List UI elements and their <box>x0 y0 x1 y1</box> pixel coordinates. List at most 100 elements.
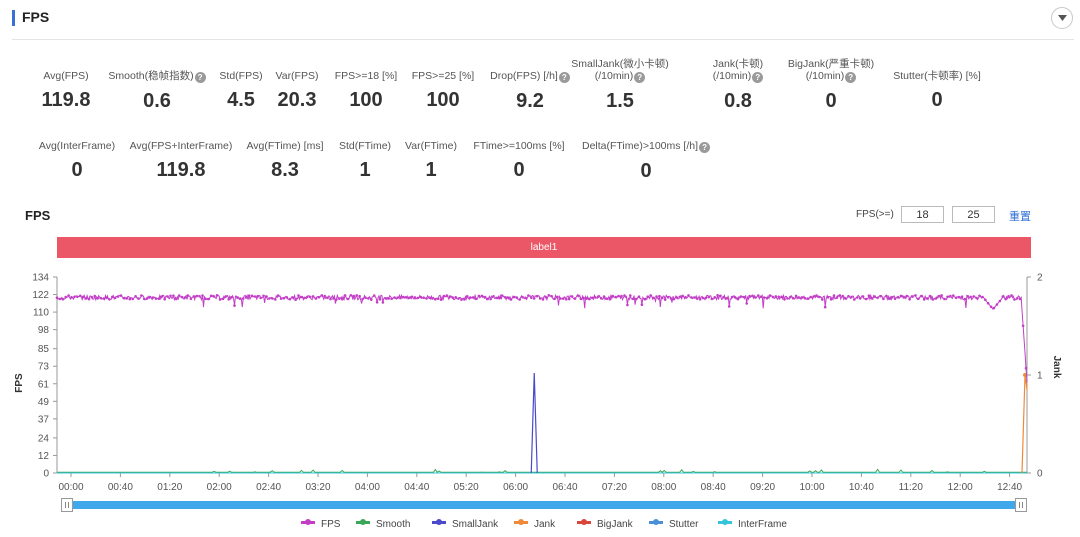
legend-item-jank[interactable]: Jank <box>514 519 555 530</box>
label-band[interactable]: label1 <box>57 237 1031 258</box>
legend-swatch-icon <box>301 519 315 525</box>
series-fps-point <box>620 294 623 298</box>
series-fps-point <box>454 296 458 299</box>
stat-label: Drop(FPS) [/h]? <box>460 70 600 83</box>
series-fps-point <box>134 295 137 298</box>
series-fps-point <box>535 294 539 298</box>
stat-value: 8.3 <box>271 159 299 181</box>
series-fps-point <box>308 295 312 299</box>
series-fps-point <box>265 295 268 298</box>
series-fps-point <box>885 294 888 298</box>
series-fps-point <box>285 296 289 299</box>
y-left-tick-label: 85 <box>38 344 50 355</box>
series-fps-point <box>387 297 391 300</box>
series-fps-point <box>489 297 492 301</box>
legend-item-interframe[interactable]: InterFrame <box>718 519 787 530</box>
series-fps-point <box>186 294 190 297</box>
series-fps-point <box>61 297 65 301</box>
stat-label: Avg(FTime) [ms] <box>215 140 355 152</box>
stat-value: 0 <box>931 89 943 111</box>
fps-chart[interactable]: 01224374961738598110122134012FPSJank00:0… <box>0 260 1080 496</box>
series-fps-point <box>553 297 556 301</box>
series-fps-point <box>963 297 967 301</box>
series-fps-point <box>346 297 350 301</box>
series-fps-point <box>457 297 460 300</box>
zoom-slider[interactable] <box>57 498 1031 512</box>
series-fps-point <box>733 296 737 299</box>
series-fps-point <box>384 297 388 300</box>
series-fps-point <box>698 298 702 301</box>
zoom-slider-right-handle[interactable] <box>1015 498 1027 512</box>
legend-item-stutter[interactable]: Stutter <box>649 519 698 530</box>
series-fps-point <box>623 294 626 297</box>
zoom-slider-left-handle[interactable] <box>61 498 73 512</box>
series-fps-point <box>922 298 926 301</box>
series-fps-point <box>177 294 181 297</box>
series-fps-point <box>76 295 79 299</box>
help-icon[interactable]: ? <box>699 142 711 153</box>
series-fps-point <box>687 294 690 297</box>
series-fps-point <box>986 302 990 305</box>
series-fps-point <box>163 297 166 301</box>
help-icon[interactable]: ? <box>194 72 206 83</box>
chevron-down-icon <box>1058 15 1067 21</box>
fps-threshold-2-input[interactable] <box>952 206 995 223</box>
stat-label: Avg(InterFrame) <box>7 140 147 152</box>
legend-item-smalljank[interactable]: SmallJank <box>432 519 498 530</box>
legend-item-smooth[interactable]: Smooth <box>356 519 410 530</box>
y-right-tick-label: 0 <box>1037 469 1043 480</box>
help-icon[interactable]: ? <box>845 72 857 83</box>
series-fps-point <box>544 296 548 299</box>
stat-label: Var(FPS) <box>227 70 367 82</box>
series-fps-point <box>358 294 361 298</box>
series-fps-point <box>684 296 687 299</box>
help-icon[interactable]: ? <box>634 72 646 83</box>
series-fps-point <box>343 294 347 297</box>
y-left-tick-label: 49 <box>38 397 50 408</box>
series-fps-point <box>329 297 332 301</box>
legend-swatch-icon <box>718 519 732 525</box>
series-fps-point <box>742 295 746 299</box>
series-fps-point <box>495 296 498 300</box>
series-fps-point <box>70 296 73 299</box>
series-fps-point <box>428 296 431 299</box>
series-fps-point <box>783 298 786 301</box>
zoom-slider-track[interactable] <box>67 501 1021 509</box>
stat-label: Delta(FTime)>100ms [/h]? <box>576 140 716 153</box>
series-fps-point <box>352 294 356 298</box>
series-fps-point <box>954 296 958 300</box>
series-fps-point <box>145 297 149 300</box>
series-fps-point <box>995 303 999 306</box>
series-fps-point <box>416 296 420 300</box>
help-icon[interactable]: ? <box>558 72 570 83</box>
collapse-button[interactable] <box>1051 7 1073 29</box>
stat-row1-5: FPS>=25 [%] 100 <box>373 70 513 112</box>
help-icon[interactable]: ? <box>752 72 764 83</box>
series-fps-point <box>556 295 559 299</box>
series-fps-point <box>559 297 562 300</box>
series-fps-point <box>169 294 172 298</box>
panel-title: FPS <box>22 9 50 25</box>
series-fps-point <box>957 295 961 299</box>
stat-label-text: Smooth(稳帧指数) <box>108 70 194 82</box>
series-fps-point <box>143 297 146 301</box>
fps-threshold-1-input[interactable] <box>901 206 944 223</box>
series-fps-point <box>663 298 667 301</box>
legend-item-bigjank[interactable]: BigJank <box>577 519 633 530</box>
series-fps-point <box>617 294 620 298</box>
legend-label: SmallJank <box>452 519 499 530</box>
series-fps-point <box>338 297 341 300</box>
series-fps-point <box>151 296 155 299</box>
reset-link[interactable]: 重置 <box>1009 211 1031 223</box>
series-fps-point <box>611 294 615 298</box>
legend-item-fps[interactable]: FPS <box>301 519 340 530</box>
series-fps-point <box>224 295 228 298</box>
series-fps-point <box>227 298 230 301</box>
series-fps-point <box>253 295 257 298</box>
series-fps-point <box>690 296 693 299</box>
series-fps-point <box>864 297 868 301</box>
series-fps-point <box>498 296 501 300</box>
series-fps-point <box>314 297 318 300</box>
series-fps-point <box>797 296 801 299</box>
stat-label: Smooth(稳帧指数)? <box>87 70 227 83</box>
